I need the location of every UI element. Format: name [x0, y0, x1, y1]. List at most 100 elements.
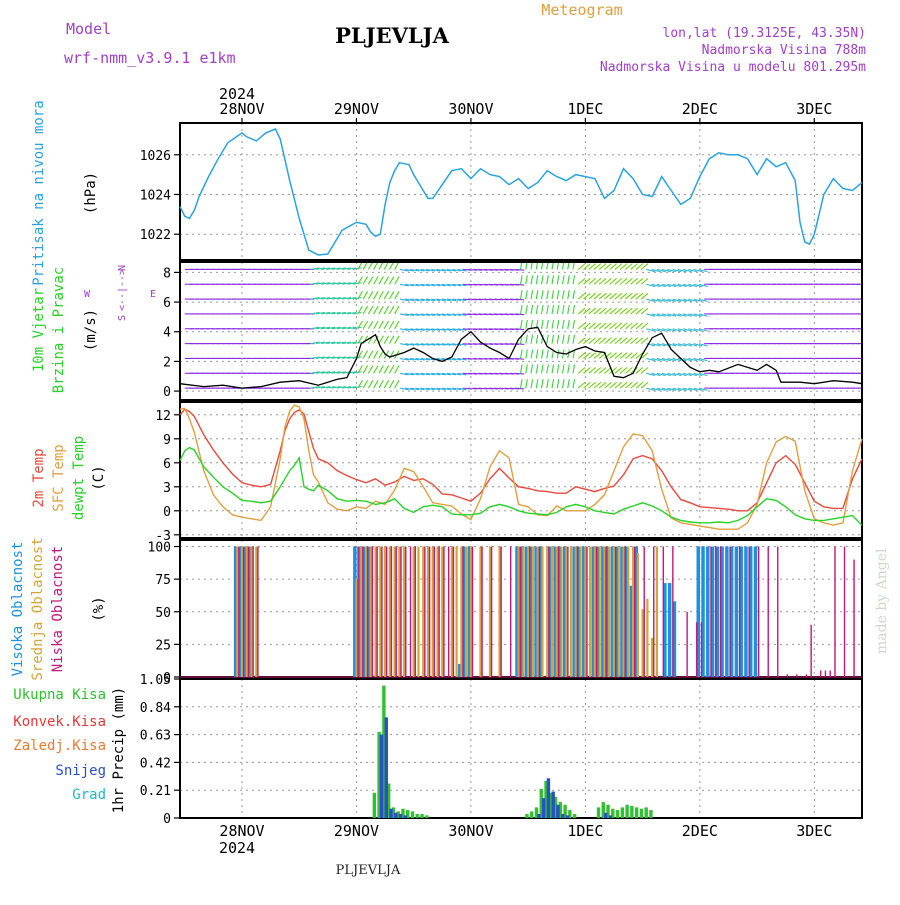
wind-arrow: [572, 319, 576, 329]
cloud-bar-low: [824, 670, 827, 677]
wind-arrow: [336, 267, 346, 270]
precip-bar-total: [649, 810, 653, 818]
wind-arrow: [651, 387, 661, 391]
precip-bar-total: [544, 780, 548, 818]
wind-arrow: [383, 291, 390, 300]
wind-arrow: [672, 283, 682, 288]
wind-arrow: [635, 307, 644, 315]
wind-arrow: [583, 292, 591, 300]
cloud-ytick-label: 0: [163, 671, 171, 686]
wind-arrow: [583, 307, 591, 315]
wind-arrow: [630, 263, 638, 270]
wind-arrow: [540, 319, 544, 329]
wind-arrow: [446, 328, 457, 331]
cloud-bar-high: [710, 546, 715, 677]
wind-arrow: [378, 291, 384, 300]
wind-arrow: [662, 387, 672, 391]
wind-arrow: [609, 278, 617, 285]
day-label-top: 28NOV: [219, 100, 264, 118]
cloud-bar-low: [810, 624, 812, 677]
wind-arrow: [567, 304, 570, 315]
wind-arrow: [399, 343, 409, 346]
precip-bar-snow: [379, 734, 384, 818]
wind-arrow: [693, 328, 703, 332]
wind-arrow: [405, 357, 415, 361]
cloud-bar-high: [748, 546, 753, 677]
wind-arrow: [677, 328, 687, 332]
cloud-bar-high: [534, 546, 538, 677]
wind-arrow: [535, 364, 539, 374]
wind-arrow: [640, 322, 649, 330]
wind-frame: [179, 261, 863, 401]
wind-arrow: [598, 263, 607, 270]
wind-arrow: [378, 365, 384, 374]
wind-arrow: [342, 326, 352, 330]
cloud-ytick-label: 25: [155, 638, 171, 653]
year-bottom: 2024: [219, 839, 255, 857]
precip-ytick-label: 1.05: [140, 673, 171, 688]
wind-arrow: [656, 298, 666, 302]
wind-arrow: [315, 386, 325, 389]
cloud-bar-mid: [655, 546, 659, 677]
wind-arrow: [577, 352, 586, 359]
wind-arrow: [415, 328, 425, 331]
cloud-bar-low: [567, 546, 569, 677]
wind-arrow: [546, 275, 549, 285]
wind-arrow: [394, 291, 400, 300]
wind-arrow: [540, 379, 544, 389]
wind-arrow: [431, 387, 441, 391]
wind-arrow: [683, 357, 692, 362]
precip-bar-total: [606, 804, 610, 818]
wind-arrow: [567, 319, 570, 329]
wind-arrow: [530, 379, 534, 389]
wind-arrow: [357, 350, 363, 359]
wind-arrow: [530, 290, 534, 300]
wind-arrow: [646, 268, 656, 273]
wind-arrow: [331, 341, 341, 345]
wind-arrow: [656, 283, 666, 288]
cloud-bar-high: [467, 546, 472, 677]
temp-label-sfc: SFC Temp: [51, 444, 67, 511]
cloud-bar-mid: [364, 546, 368, 677]
pressure-frame: [179, 122, 863, 261]
wind-arrow: [625, 337, 633, 345]
precip-legend-convective: Konvek.Kisa: [13, 714, 106, 730]
wind-arrow: [561, 379, 565, 389]
wind-arrow: [321, 282, 331, 285]
cloud-bar-mid: [393, 546, 396, 677]
wind-arrow: [405, 268, 415, 272]
precip-legend-hail: Grad: [72, 787, 106, 803]
wind-arrow: [420, 298, 430, 302]
cloud-bar-low: [405, 546, 407, 677]
precip-bar-total: [425, 815, 429, 818]
wind-arrow: [457, 283, 467, 287]
wind-arrow: [677, 313, 687, 317]
wind-arrow: [310, 371, 320, 374]
wind-arrow: [556, 349, 560, 359]
wind-arrow: [425, 328, 436, 331]
wind-arrow: [347, 341, 357, 345]
wind-arrow: [646, 387, 656, 391]
cloud-bar-low: [633, 546, 636, 677]
wind-arrow: [415, 283, 425, 287]
wind-arrow: [572, 379, 576, 389]
cloud-bar-low: [695, 622, 698, 677]
cloud-bar-high: [720, 546, 724, 677]
wind-arrow: [431, 313, 441, 317]
wind-arrow: [556, 290, 560, 300]
wind-arrow: [525, 349, 528, 359]
wind-arrow: [556, 364, 560, 374]
wind-arrow: [310, 341, 320, 345]
wind-arrow: [446, 283, 457, 287]
wind-arrow: [693, 268, 703, 273]
wind-arrow: [604, 278, 612, 285]
pressure-panel: 1022 1024 1026: [140, 122, 863, 261]
wind-arrow: [561, 304, 565, 315]
cloud-bar-mid: [255, 546, 258, 677]
wind-arrow: [315, 371, 325, 374]
wind-arrow: [546, 334, 549, 344]
wind-arrow: [540, 304, 544, 315]
wind-arrow: [635, 292, 644, 300]
wind-arrow: [452, 343, 462, 346]
cloud-ytick-label: 100: [148, 541, 171, 556]
